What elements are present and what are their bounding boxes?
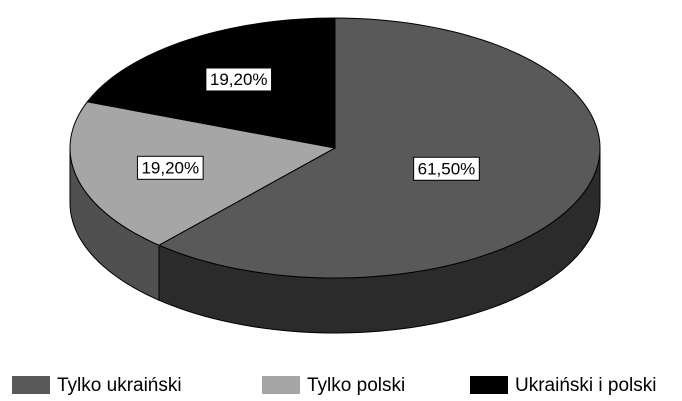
legend-swatch	[12, 376, 50, 394]
label-box	[205, 67, 273, 92]
legend-label: Tylko ukraiński	[57, 375, 182, 396]
data-label-text: 61,50%	[418, 159, 476, 178]
legend-label: Ukraiński i polski	[515, 375, 656, 396]
label-box	[413, 156, 480, 181]
data-label-text: 19,20%	[210, 70, 268, 89]
label-box	[136, 155, 204, 180]
legend-swatch	[470, 376, 508, 394]
legend-label: Tylko polski	[307, 375, 405, 396]
data-label: 61,50%	[413, 156, 480, 181]
data-label: 19,20%	[136, 155, 204, 180]
data-label: 19,20%	[205, 67, 273, 92]
pie-slice	[157, 17, 601, 279]
legend-swatch	[262, 376, 300, 394]
data-label-text: 19,20%	[141, 158, 199, 177]
